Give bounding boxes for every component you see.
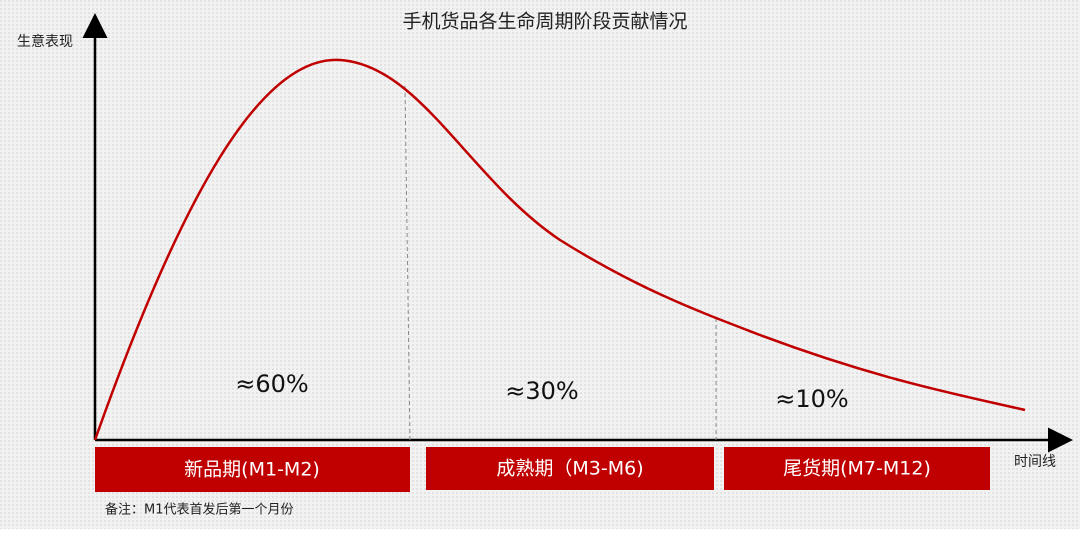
share: ≈10% bbox=[775, 385, 848, 413]
share: ≈60% bbox=[235, 370, 308, 398]
stage-label: 成熟期（M3-M6) bbox=[496, 458, 643, 480]
x-label: 时间线 bbox=[1014, 454, 1056, 470]
note: 备注：M1代表首发后第一个月份 bbox=[105, 502, 294, 518]
stage-box bbox=[724, 447, 990, 490]
divider bbox=[404, 85, 411, 441]
title: 手机货品各生命周期阶段贡献情况 bbox=[402, 11, 687, 33]
stage-label: 尾货期(M7-M12) bbox=[783, 458, 931, 480]
stage-label: 新品期(M1-M2) bbox=[184, 459, 320, 481]
y-label: 生意表现 bbox=[17, 33, 73, 50]
stage-box bbox=[95, 447, 410, 492]
stage-box bbox=[426, 447, 714, 490]
lifecycle-curve bbox=[93, 58, 1026, 441]
share: ≈30% bbox=[505, 377, 578, 405]
